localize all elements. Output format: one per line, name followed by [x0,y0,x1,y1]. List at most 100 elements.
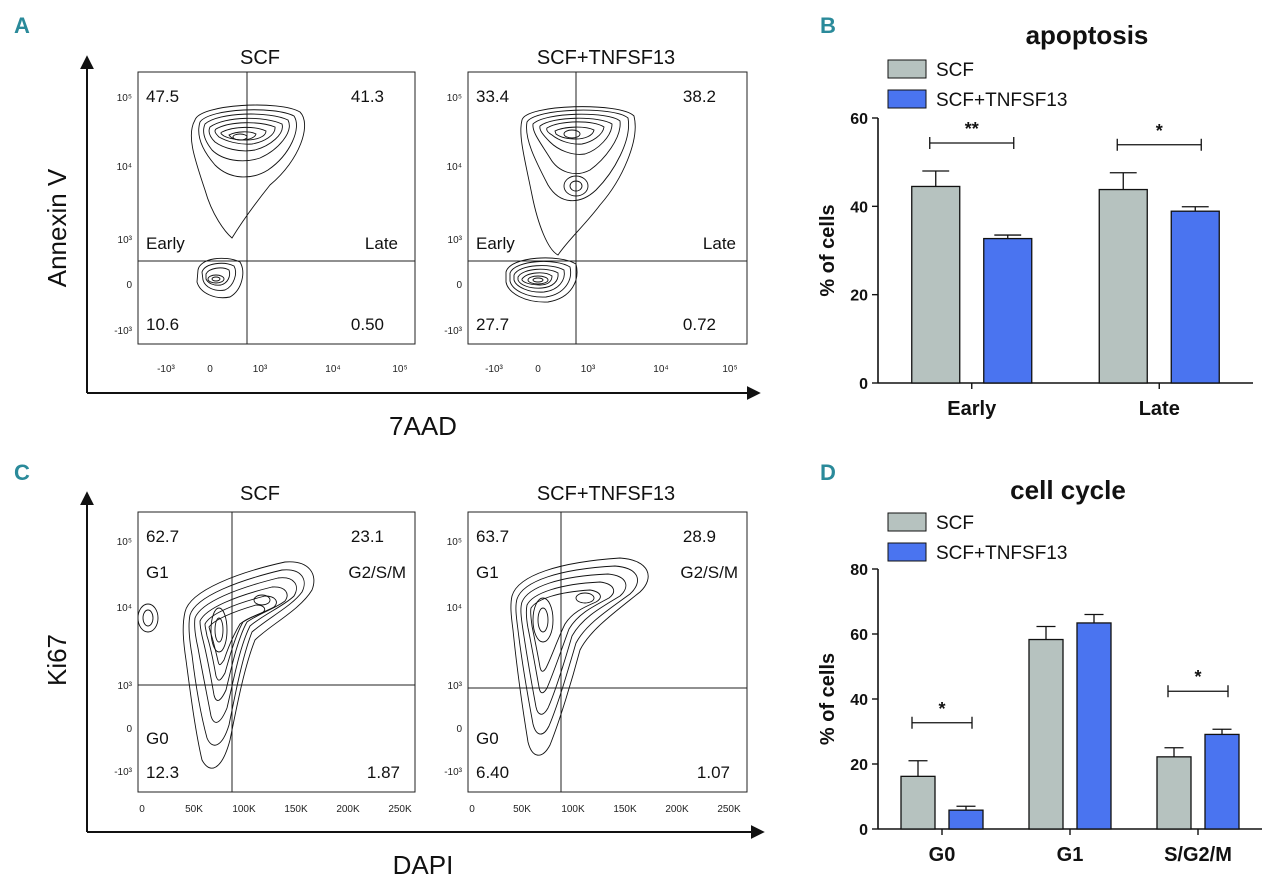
y-tick: 10⁵ [117,93,132,104]
plot-title: SCF [240,47,280,69]
y-tick: -10³ [444,767,462,778]
legend-swatch [887,512,927,532]
y-tick: 10³ [448,235,463,246]
x-tick: 0 [207,364,213,375]
chart-title: cell cycle [1010,475,1126,505]
quadrant-label-early: Early [146,234,185,253]
legend-label: SCF+TNFSF13 [936,543,1067,564]
quadrant-ul-value: 47.5 [146,87,179,106]
y-tick: 10⁴ [117,162,132,173]
contour-density [505,106,636,303]
bar [911,185,961,384]
x-tick-label: G0 [929,844,956,866]
flow-plot-c1: SCF 62.7 23.1 12.3 1.87 G1 G2/ [114,483,416,815]
x-tick: -10³ [485,364,503,375]
bar [1098,188,1148,384]
panel-label-a: A [14,13,30,38]
x-tick: 10³ [581,364,596,375]
bar [948,809,984,830]
flow-plot-a1: SCF 47.5 41.3 10.6 0.50 [114,47,416,375]
y-tick: -10³ [114,326,132,337]
y-tick: 10³ [448,681,463,692]
x-tick-label: Late [1139,398,1180,420]
x-tick-label: S/G2/M [1164,844,1232,866]
x-tick: 10⁴ [653,364,668,375]
plot-title: SCF [240,483,280,505]
x-tick-label: G1 [1057,844,1084,866]
x-tick: 200K [665,804,689,815]
y-tick: 10³ [118,681,133,692]
y-tick: 10⁴ [117,603,132,614]
quadrant-lr-value: 1.07 [697,763,730,782]
quadrant-lr-value: 0.72 [683,315,716,334]
y-tick: 10⁵ [447,93,462,104]
x-tick: 0 [139,804,145,815]
y-tick-label: 0 [859,376,868,393]
quadrant-ur-value: 28.9 [683,527,716,546]
y-tick: 0 [456,280,462,291]
chart-title: apoptosis [1026,20,1149,50]
y-tick: -10³ [114,767,132,778]
significance-mark: * [1156,121,1163,141]
y-tick-label: 20 [850,288,868,305]
y-tick-label: 40 [850,199,868,216]
y-axis-label: Annexin V [42,168,72,287]
bar [1204,733,1240,830]
bar [983,237,1033,384]
x-tick: -10³ [157,364,175,375]
y-tick-label: 40 [850,692,868,709]
quadrant-ur-value: 41.3 [351,87,384,106]
x-ticks: 0 50K 100K 150K 200K 250K [139,804,412,815]
flow-panel-c: Ki67 DAPI SCF 62.7 23.1 12. [42,483,765,880]
plot-frame [137,511,416,793]
quadrant-label-late: Late [365,234,398,253]
legend-label: SCF [936,513,974,534]
x-tick: 0 [469,804,475,815]
panel-label-c: C [14,460,30,485]
quadrant-label-g0: G0 [146,729,169,748]
plot-frame [467,71,748,345]
legend-swatch [887,542,927,562]
x-tick: 150K [613,804,637,815]
quadrant-label-g1: G1 [146,563,169,582]
bar [1028,638,1064,830]
x-tick: 10⁵ [722,364,737,375]
quadrant-ul-value: 33.4 [476,87,509,106]
quadrant-ll-value: 6.40 [476,763,509,782]
significance-mark: * [938,699,945,719]
flow-panel-a: Annexin V 7AAD SCF 47 [42,47,761,441]
plot-frame [467,511,748,793]
legend-label: SCF [936,60,974,81]
significance-mark: * [1194,667,1201,687]
y-tick: 10³ [118,235,133,246]
x-tick: 200K [336,804,360,815]
y-tick: 10⁴ [447,162,462,173]
quadrant-label-g0: G0 [476,729,499,748]
x-ticks: 0 50K 100K 150K 200K 250K [469,804,741,815]
panel-label-b: B [820,13,836,38]
plot-title: SCF+TNFSF13 [537,483,675,505]
x-ticks: -10³ 0 10³ 10⁴ 10⁵ [157,364,408,375]
flow-plot-c2: SCF+TNFSF13 63.7 28.9 6.40 1.07 G1 G2/S/… [444,483,748,815]
quadrant-ll-value: 12.3 [146,763,179,782]
y-tick: -10³ [444,326,462,337]
quadrant-ur-value: 38.2 [683,87,716,106]
y-tick-label: 60 [850,627,868,644]
y-tick-label: 60 [850,111,868,128]
y-tick-label: 80 [850,562,868,579]
bar [1170,210,1220,384]
bar [1076,622,1112,830]
x-tick: 250K [388,804,412,815]
plot-frame [137,71,416,345]
panel-label-d: D [820,460,836,485]
y-axis-label: % of cells [817,204,839,296]
y-tick-label: 20 [850,757,868,774]
significance-mark: ** [965,119,979,139]
bar-chart-apoptosis: apoptosis SCF SCF+TNFSF13 0 20 40 60 % of cells… [817,20,1253,420]
quadrant-ll-value: 27.7 [476,315,509,334]
x-axis-label: DAPI [393,850,454,880]
x-tick: 150K [284,804,308,815]
x-tick: 0 [535,364,541,375]
y-tick: 0 [126,280,132,291]
